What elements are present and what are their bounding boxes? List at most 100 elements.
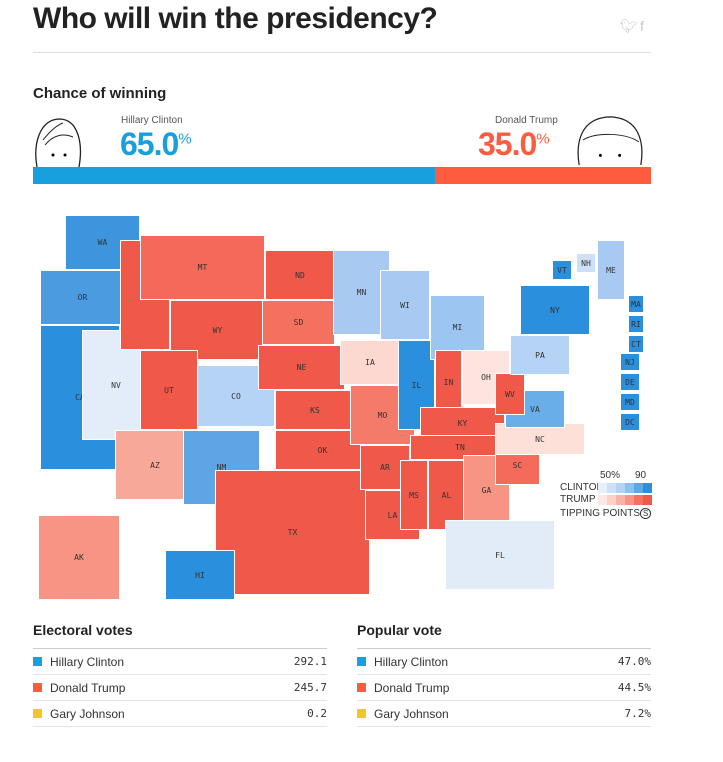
state-mi[interactable]: MI: [430, 295, 485, 360]
candidate-swatch: [33, 683, 42, 692]
state-label: MT: [197, 263, 208, 272]
state-label: MN: [356, 288, 367, 297]
candidate-value: 47.0%: [617, 655, 651, 668]
state-ks[interactable]: KS: [275, 390, 355, 430]
chance-bar: [33, 167, 651, 184]
state-label: IL: [411, 380, 422, 390]
electoral-heading: Electoral votes: [33, 622, 327, 649]
state-wi[interactable]: WI: [380, 270, 430, 340]
candidate-swatch: [33, 657, 42, 666]
state-label: OK: [317, 445, 328, 455]
state-ma[interactable]: MA: [628, 295, 644, 313]
state-mt[interactable]: MT: [140, 235, 265, 300]
state-label: KS: [310, 405, 320, 415]
state-hi[interactable]: HI: [165, 550, 235, 600]
state-tn[interactable]: TN: [410, 435, 510, 460]
state-label: OH: [481, 373, 491, 382]
legend-clinton: CLINTON: [560, 482, 604, 493]
candidate-swatch: [357, 709, 366, 718]
state-nc[interactable]: NC: [495, 423, 585, 455]
state-label: MA: [631, 299, 641, 309]
candidate-value: 245.7: [293, 681, 327, 694]
state-dc[interactable]: DC: [620, 413, 640, 431]
legend-swatch: [643, 495, 652, 505]
state-ak[interactable]: AK: [38, 515, 120, 600]
state-wv[interactable]: WV: [495, 373, 525, 415]
state-label: WV: [505, 389, 515, 399]
legend-scale-high: 90: [635, 470, 647, 481]
state-ny[interactable]: NY: [520, 285, 590, 335]
legend-swatch: [643, 483, 652, 493]
legend-swatch: [598, 495, 607, 505]
legend-tipping-points[interactable]: TIPPING POINTS S: [560, 508, 652, 519]
state-tx[interactable]: TX: [215, 470, 370, 595]
state-ne[interactable]: NE: [258, 345, 345, 390]
clinton-chance: 65.0%: [120, 126, 192, 162]
state-label: PA: [535, 350, 545, 360]
state-md[interactable]: MD: [620, 393, 640, 411]
candidate-value: 44.5%: [617, 681, 651, 694]
candidate-name: Donald Trump: [374, 680, 450, 695]
state-or[interactable]: OR: [40, 270, 125, 325]
table-row: Donald Trump 245.7: [33, 675, 327, 701]
candidate-swatch: [33, 709, 42, 718]
popular-heading: Popular vote: [357, 622, 651, 649]
state-vt[interactable]: VT: [552, 260, 572, 280]
divider: [33, 52, 651, 53]
state-nj[interactable]: NJ: [620, 353, 640, 371]
state-ia[interactable]: IA: [340, 340, 400, 385]
candidate-name: Hillary Clinton: [374, 654, 449, 669]
state-label: KY: [457, 419, 468, 428]
state-label: TX: [287, 528, 298, 537]
state-sd[interactable]: SD: [262, 300, 335, 345]
twitter-icon[interactable]: 🐦︎: [620, 18, 638, 34]
state-label: VT: [557, 265, 567, 275]
trump-chance: 35.0%: [478, 126, 550, 162]
legend-trump-scale: [598, 495, 652, 505]
candidate-swatch: [357, 683, 366, 692]
state-label: FL: [495, 550, 505, 560]
table-row: Gary Johnson 0.2: [33, 701, 327, 727]
state-ut[interactable]: UT: [140, 350, 198, 430]
state-label: NH: [581, 258, 591, 268]
state-label: IA: [365, 358, 375, 367]
candidate-swatch: [357, 657, 366, 666]
state-fl[interactable]: FL: [445, 520, 555, 590]
state-label: RI: [631, 319, 641, 329]
electoral-votes-table: Electoral votes Hillary Clinton 292.1 Dona…: [33, 622, 327, 727]
state-label: CA: [75, 393, 85, 402]
tipping-point-icon: S: [640, 508, 652, 519]
state-label: MO: [377, 410, 388, 420]
legend-swatch: [616, 495, 625, 505]
legend-swatch: [625, 483, 634, 493]
state-label: NV: [111, 380, 121, 390]
state-nh[interactable]: NH: [576, 253, 596, 273]
state-de[interactable]: DE: [620, 373, 640, 391]
legend-swatch: [598, 483, 607, 493]
candidate-name: Gary Johnson: [374, 706, 449, 721]
state-az[interactable]: AZ: [115, 430, 195, 500]
page-title: Who will win the presidency?: [33, 2, 438, 35]
state-label: SD: [293, 318, 304, 327]
facebook-icon[interactable]: f: [640, 18, 644, 34]
state-nd[interactable]: ND: [265, 250, 335, 300]
table-row: Donald Trump 44.5%: [357, 675, 651, 701]
state-label: AL: [441, 490, 452, 500]
state-label: WA: [97, 238, 108, 247]
candidate-name: Gary Johnson: [50, 706, 125, 721]
state-label: IN: [443, 378, 454, 387]
state-me[interactable]: ME: [597, 240, 625, 300]
legend-swatch: [634, 495, 643, 505]
state-ms[interactable]: MS: [400, 460, 428, 530]
state-pa[interactable]: PA: [510, 335, 570, 375]
state-in[interactable]: IN: [435, 350, 462, 415]
state-label: CO: [231, 391, 241, 401]
state-label: CT: [631, 339, 641, 349]
legend-scale-low: 50%: [600, 470, 621, 481]
state-label: WY: [212, 325, 223, 335]
clinton-portrait-icon: [35, 118, 82, 167]
state-ct[interactable]: CT: [628, 335, 644, 353]
candidate-value: 292.1: [293, 655, 327, 668]
state-ri[interactable]: RI: [628, 315, 644, 333]
